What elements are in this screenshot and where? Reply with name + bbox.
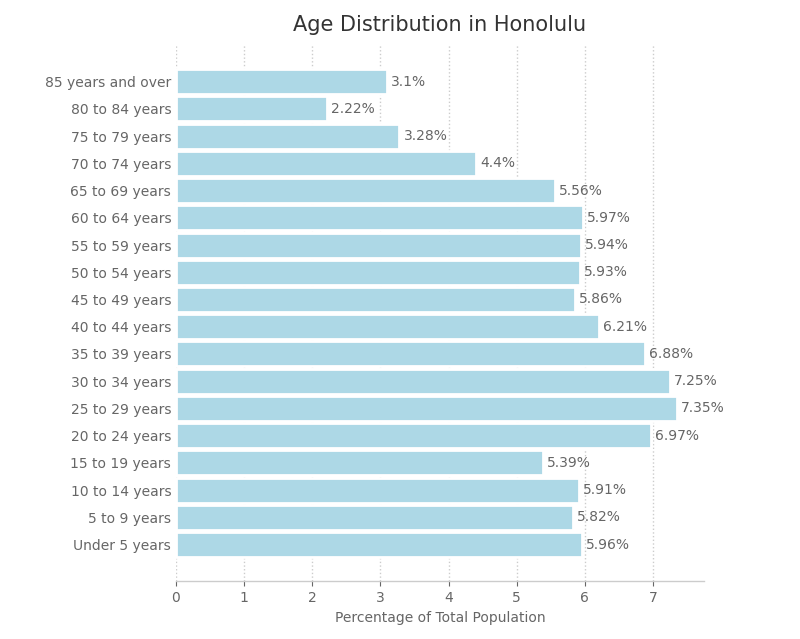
Text: 5.94%: 5.94% (585, 238, 629, 252)
Bar (176, 450, 543, 475)
Bar (176, 423, 651, 448)
Text: 7.25%: 7.25% (674, 374, 718, 388)
Text: 2.22%: 2.22% (331, 102, 375, 116)
Bar (176, 532, 582, 557)
Text: 5.91%: 5.91% (582, 483, 626, 497)
Bar (176, 287, 575, 312)
Text: 5.56%: 5.56% (559, 183, 602, 197)
Bar (176, 151, 476, 176)
Bar (176, 477, 578, 503)
Bar (176, 259, 580, 285)
Text: 5.93%: 5.93% (584, 265, 628, 279)
Text: 5.39%: 5.39% (547, 456, 591, 470)
Text: 5.82%: 5.82% (577, 511, 621, 525)
Bar (176, 96, 327, 121)
X-axis label: Percentage of Total Population: Percentage of Total Population (334, 611, 546, 625)
Text: 6.97%: 6.97% (655, 429, 699, 443)
Text: 7.35%: 7.35% (681, 401, 725, 415)
Text: 3.1%: 3.1% (391, 75, 426, 89)
Text: 3.28%: 3.28% (403, 129, 447, 143)
Text: 4.4%: 4.4% (480, 157, 515, 171)
Bar (176, 341, 645, 367)
Bar (176, 314, 599, 339)
Bar (176, 123, 399, 149)
Bar (176, 205, 582, 230)
Bar (176, 396, 677, 421)
Text: 6.21%: 6.21% (603, 320, 647, 334)
Text: 5.96%: 5.96% (586, 537, 630, 551)
Text: 5.97%: 5.97% (587, 211, 630, 225)
Bar (176, 505, 573, 530)
Bar (176, 233, 581, 258)
Bar (176, 178, 554, 203)
Text: 5.86%: 5.86% (579, 293, 623, 307)
Bar (176, 369, 670, 394)
Title: Age Distribution in Honolulu: Age Distribution in Honolulu (294, 15, 586, 35)
Text: 6.88%: 6.88% (649, 347, 693, 361)
Bar (176, 69, 387, 94)
